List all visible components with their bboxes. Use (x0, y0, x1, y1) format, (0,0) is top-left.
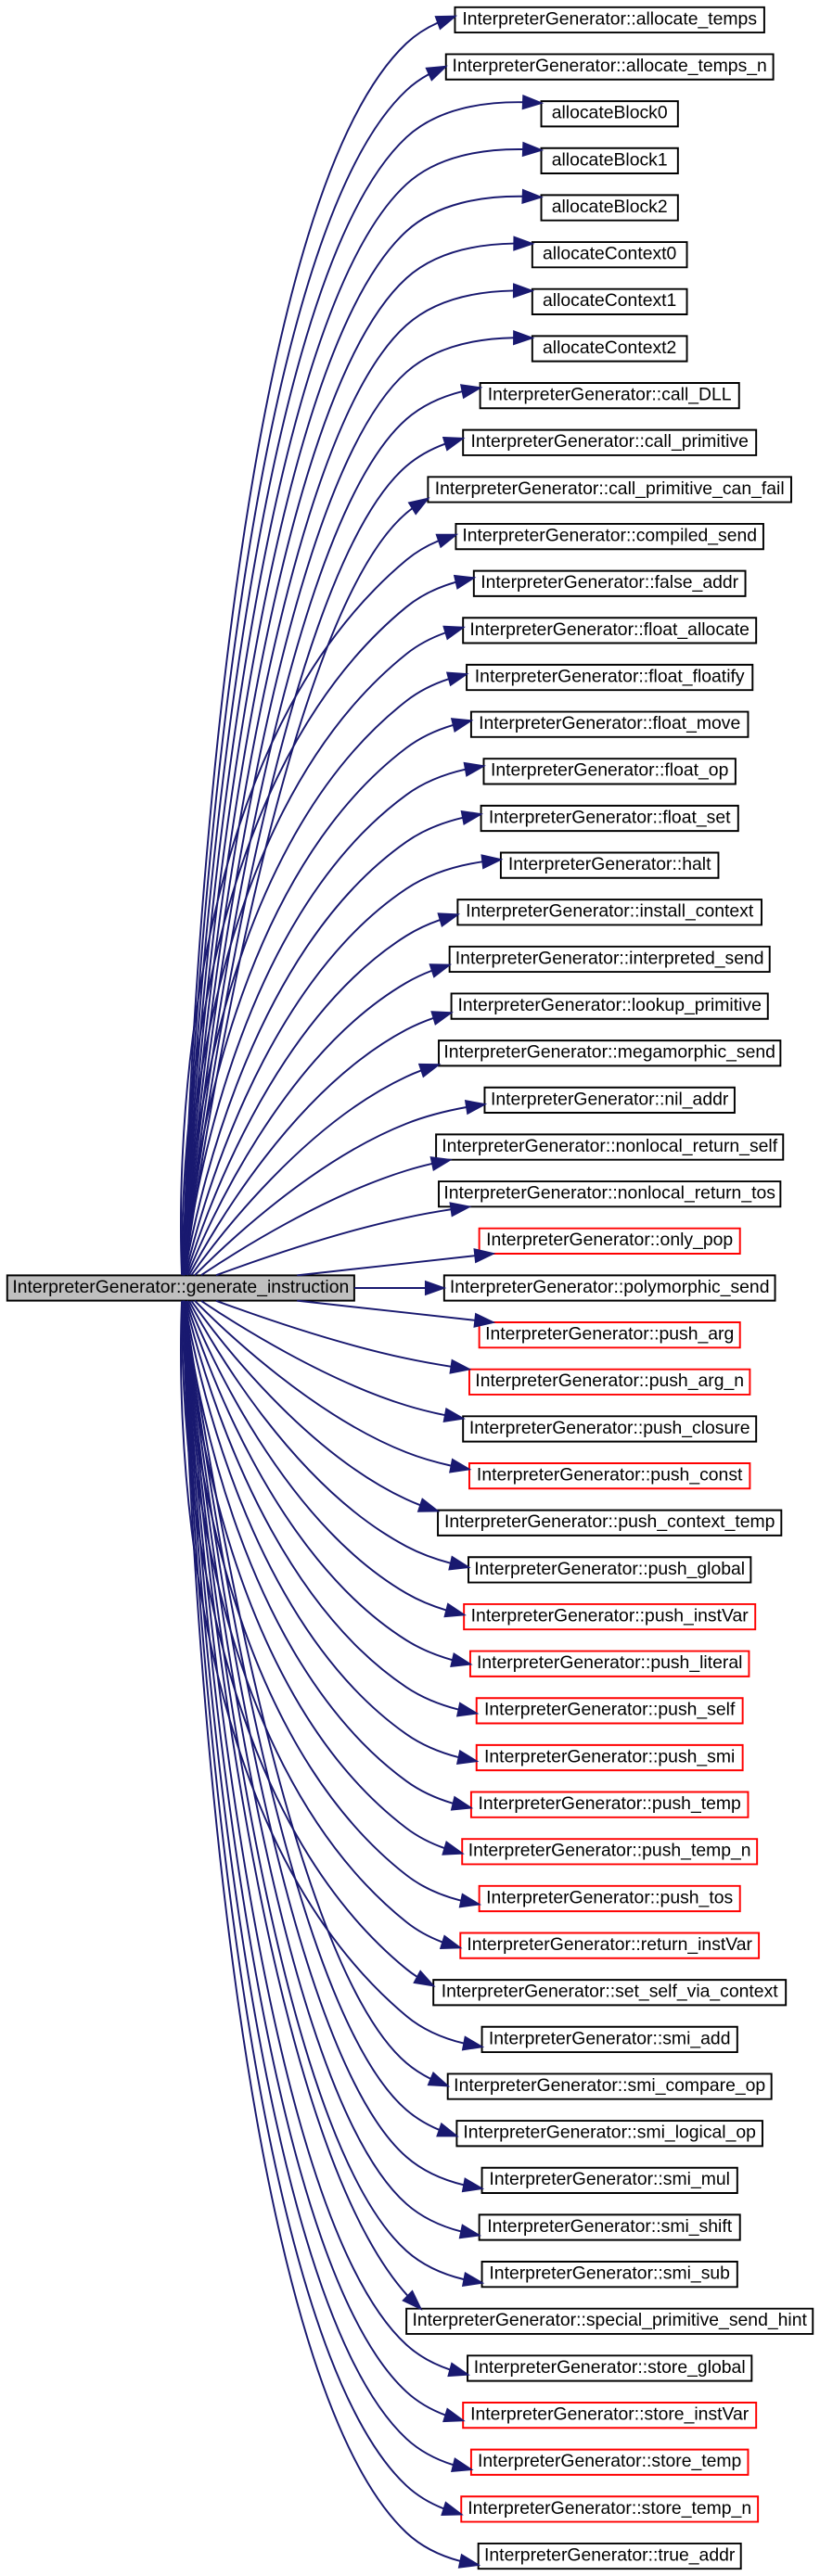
svg-text:InterpreterGenerator::set_self: InterpreterGenerator::set_self_via_conte… (442, 1982, 779, 2002)
svg-text:InterpreterGenerator::push_smi: InterpreterGenerator::push_smi (484, 1746, 735, 1766)
svg-text:InterpreterGenerator::push_tos: InterpreterGenerator::push_tos (486, 1887, 733, 1907)
svg-text:InterpreterGenerator::lookup_p: InterpreterGenerator::lookup_primitive (458, 995, 762, 1015)
svg-text:InterpreterGenerator::smi_add: InterpreterGenerator::smi_add (489, 2028, 731, 2048)
svg-text:InterpreterGenerator::call_pri: InterpreterGenerator::call_primitive_can… (435, 478, 785, 499)
svg-text:allocateContext0: allocateContext0 (543, 244, 677, 264)
svg-text:InterpreterGenerator::push_arg: InterpreterGenerator::push_arg (485, 1323, 734, 1344)
svg-text:InterpreterGenerator::smi_comp: InterpreterGenerator::smi_compare_op (454, 2075, 765, 2096)
svg-text:InterpreterGenerator::push_tem: InterpreterGenerator::push_temp (479, 1793, 741, 1814)
svg-text:InterpreterGenerator::call_pri: InterpreterGenerator::call_primitive (471, 431, 749, 452)
svg-text:InterpreterGenerator::float_mo: InterpreterGenerator::float_move (479, 713, 740, 733)
svg-text:InterpreterGenerator::return_i: InterpreterGenerator::return_instVar (467, 1934, 752, 1955)
svg-text:InterpreterGenerator::smi_shif: InterpreterGenerator::smi_shift (487, 2216, 732, 2237)
svg-text:InterpreterGenerator::push_glo: InterpreterGenerator::push_global (474, 1559, 745, 1579)
svg-text:allocateContext2: allocateContext2 (543, 338, 676, 358)
svg-text:InterpreterGenerator::store_te: InterpreterGenerator::store_temp_n (468, 2498, 751, 2519)
svg-text:InterpreterGenerator::special_: InterpreterGenerator::special_primitive_… (412, 2310, 807, 2330)
svg-text:InterpreterGenerator::call_DLL: InterpreterGenerator::call_DLL (488, 384, 732, 404)
svg-text:InterpreterGenerator::generate: InterpreterGenerator::generate_instructi… (12, 1277, 349, 1297)
svg-text:InterpreterGenerator::interpre: InterpreterGenerator::interpreted_send (455, 948, 764, 968)
svg-text:allocateBlock2: allocateBlock2 (552, 197, 668, 217)
svg-text:InterpreterGenerator::push_con: InterpreterGenerator::push_context_temp (444, 1511, 775, 1532)
svg-text:InterpreterGenerator::compiled: InterpreterGenerator::compiled_send (462, 525, 757, 545)
svg-text:InterpreterGenerator::push_clo: InterpreterGenerator::push_closure (469, 1418, 750, 1438)
svg-text:InterpreterGenerator::install_: InterpreterGenerator::install_context (466, 901, 754, 922)
svg-text:InterpreterGenerator::float_fl: InterpreterGenerator::float_floatify (475, 666, 745, 686)
svg-text:InterpreterGenerator::only_pop: InterpreterGenerator::only_pop (486, 1230, 733, 1250)
svg-text:InterpreterGenerator::polymorp: InterpreterGenerator::polymorphic_send (450, 1277, 770, 1297)
svg-text:InterpreterGenerator::push_lit: InterpreterGenerator::push_literal (477, 1652, 742, 1673)
svg-text:allocateContext1: allocateContext1 (543, 290, 676, 311)
svg-text:InterpreterGenerator::float_al: InterpreterGenerator::float_allocate (469, 619, 750, 640)
svg-text:InterpreterGenerator::nonlocal: InterpreterGenerator::nonlocal_return_to… (443, 1183, 775, 1204)
svg-text:InterpreterGenerator::float_se: InterpreterGenerator::float_set (489, 807, 731, 827)
svg-text:InterpreterGenerator::push_tem: InterpreterGenerator::push_temp_n (468, 1841, 751, 1861)
svg-text:allocateBlock0: allocateBlock0 (552, 103, 668, 123)
svg-text:InterpreterGenerator::true_add: InterpreterGenerator::true_addr (484, 2544, 736, 2565)
svg-text:InterpreterGenerator::false_ad: InterpreterGenerator::false_addr (480, 572, 738, 593)
svg-text:InterpreterGenerator::smi_logi: InterpreterGenerator::smi_logical_op (463, 2123, 756, 2143)
svg-text:InterpreterGenerator::push_ins: InterpreterGenerator::push_instVar (471, 1605, 750, 1626)
svg-text:InterpreterGenerator::megamorp: InterpreterGenerator::megamorphic_send (443, 1042, 775, 1063)
svg-text:allocateBlock1: allocateBlock1 (552, 149, 668, 170)
svg-text:InterpreterGenerator::halt: InterpreterGenerator::halt (508, 854, 711, 874)
svg-text:InterpreterGenerator::push_sel: InterpreterGenerator::push_self (484, 1700, 736, 1720)
svg-text:InterpreterGenerator::smi_mul: InterpreterGenerator::smi_mul (489, 2169, 730, 2189)
svg-text:InterpreterGenerator::push_arg: InterpreterGenerator::push_arg_n (475, 1371, 744, 1391)
svg-text:InterpreterGenerator::store_gl: InterpreterGenerator::store_global (474, 2357, 746, 2378)
svg-text:InterpreterGenerator::allocate: InterpreterGenerator::allocate_temps (462, 8, 757, 29)
svg-text:InterpreterGenerator::float_op: InterpreterGenerator::float_op (491, 760, 728, 781)
svg-text:InterpreterGenerator::nonlocal: InterpreterGenerator::nonlocal_return_se… (442, 1136, 777, 1156)
svg-text:InterpreterGenerator::smi_sub: InterpreterGenerator::smi_sub (489, 2263, 730, 2283)
svg-text:InterpreterGenerator::push_con: InterpreterGenerator::push_const (477, 1464, 743, 1485)
svg-text:InterpreterGenerator::allocate: InterpreterGenerator::allocate_temps_n (453, 56, 767, 76)
svg-text:InterpreterGenerator::store_in: InterpreterGenerator::store_instVar (470, 2404, 750, 2424)
svg-text:InterpreterGenerator::store_te: InterpreterGenerator::store_temp (478, 2451, 741, 2471)
svg-text:InterpreterGenerator::nil_addr: InterpreterGenerator::nil_addr (491, 1089, 729, 1109)
